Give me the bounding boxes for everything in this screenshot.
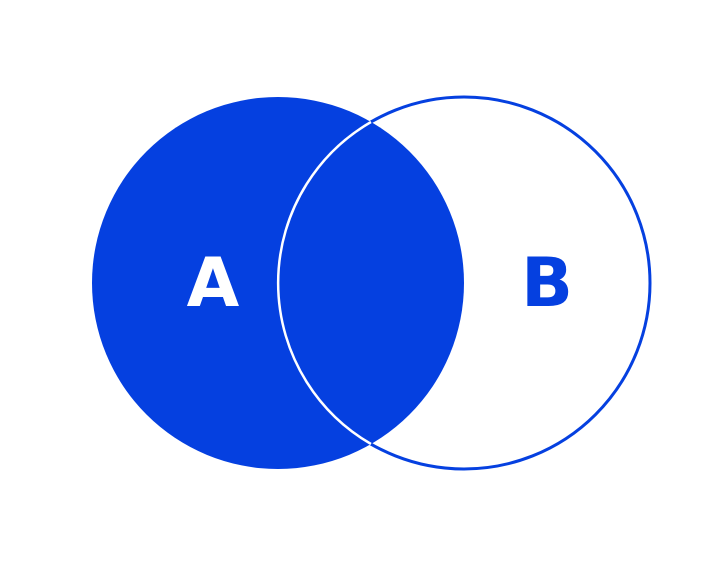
set-b-label: B bbox=[521, 244, 573, 323]
set-a-label: A bbox=[187, 244, 240, 323]
intersection-edge bbox=[276, 120, 372, 446]
